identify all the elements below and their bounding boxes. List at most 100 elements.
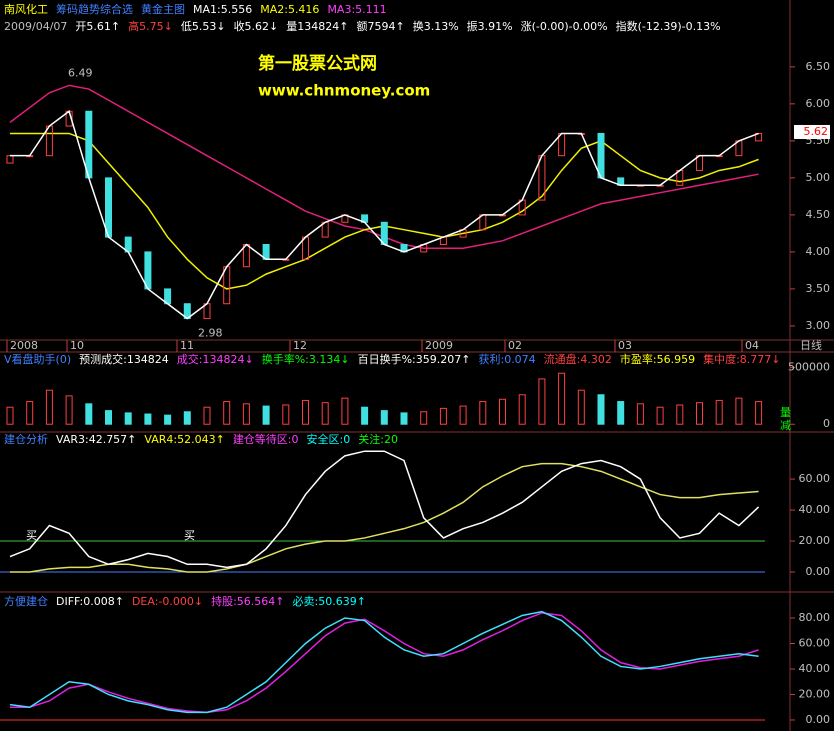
date-label: 2009 bbox=[425, 339, 453, 352]
volume-bar bbox=[321, 402, 329, 425]
volume-bar bbox=[676, 404, 684, 425]
volume-bar bbox=[183, 411, 191, 425]
header-item: 安全区:0 bbox=[307, 432, 351, 446]
header-item: 方便建仓 bbox=[4, 594, 48, 608]
side-label: 量 bbox=[780, 406, 791, 419]
header-item: MA3:5.111 bbox=[327, 3, 386, 16]
header-item: 关注:20 bbox=[358, 432, 398, 446]
header-item: DIFF:0.008↑ bbox=[56, 595, 124, 608]
volume-bar bbox=[144, 413, 152, 425]
volume-bar bbox=[538, 378, 546, 425]
header-item: 量134824↑ bbox=[286, 20, 348, 33]
high-annotation: 6.49 bbox=[68, 67, 93, 80]
y-tick-label: 6.50 bbox=[806, 60, 831, 73]
header-item: 低5.53↓ bbox=[181, 20, 226, 33]
volume-bar bbox=[400, 412, 408, 425]
volume-bar bbox=[636, 403, 644, 425]
header-item: 筹码趋势综合选 bbox=[56, 2, 133, 16]
volume-bar bbox=[341, 397, 349, 425]
close-line bbox=[10, 110, 759, 320]
header-item: 南风化工 bbox=[4, 2, 48, 16]
volume-bar bbox=[124, 412, 132, 425]
buy-label: 买 bbox=[26, 529, 37, 542]
volume-bar bbox=[617, 401, 625, 425]
header-item: 涨(-0.00)-0.00% bbox=[521, 20, 608, 33]
header-item: 百日换手%:359.207↑ bbox=[358, 352, 471, 366]
watermark: 第一股票公式网 bbox=[258, 53, 377, 74]
volume-bar bbox=[164, 414, 172, 425]
header-item: 持股:56.564↑ bbox=[211, 594, 284, 608]
buy-label: 买 bbox=[184, 529, 195, 542]
y-tick-label: 5.00 bbox=[806, 171, 831, 184]
header-item: 市盈率:56.959 bbox=[620, 352, 695, 366]
y-tick-label: 4.50 bbox=[806, 208, 831, 221]
volume-bar bbox=[459, 405, 467, 425]
header-item: VAR4:52.043↑ bbox=[144, 433, 224, 446]
watermark: www.chnmoney.com bbox=[258, 82, 430, 100]
price-tag-label: 5.62 bbox=[804, 125, 829, 138]
header-item: 额7594↑ bbox=[357, 20, 405, 33]
diff-line bbox=[9, 610, 759, 714]
y-tick-label: 4.00 bbox=[806, 245, 831, 258]
low-annotation: 2.98 bbox=[198, 326, 223, 339]
volume-bar bbox=[715, 399, 723, 425]
volume-bar bbox=[755, 401, 763, 425]
volume-bar bbox=[45, 389, 53, 425]
volume-bar bbox=[6, 406, 14, 425]
header-item: 换3.13% bbox=[413, 19, 459, 33]
volume-bar bbox=[26, 401, 34, 425]
date-label: 02 bbox=[508, 339, 522, 352]
y-tick-label: 60.00 bbox=[799, 472, 831, 485]
y-tick-label: 40.00 bbox=[799, 662, 831, 675]
y-tick-label: 0 bbox=[823, 417, 830, 430]
volume-bar bbox=[558, 372, 566, 425]
y-tick-label: 3.00 bbox=[806, 319, 831, 332]
header-item: 黄金主图 bbox=[141, 2, 185, 16]
price-tag bbox=[794, 124, 830, 139]
date-label: 03 bbox=[618, 339, 632, 352]
header-item: 2009/04/07 bbox=[4, 20, 67, 33]
header-item: 振3.91% bbox=[467, 19, 513, 33]
period-label: 日线 bbox=[800, 338, 822, 352]
date-label: 04 bbox=[745, 339, 759, 352]
y-tick-label: 6.00 bbox=[806, 97, 831, 110]
header-item: 成交:134824↓ bbox=[177, 352, 254, 366]
var4-line bbox=[10, 462, 759, 573]
volume-bar bbox=[203, 406, 211, 425]
candle bbox=[144, 251, 152, 290]
candle bbox=[85, 110, 93, 179]
header-item: 建仓分析 bbox=[4, 432, 48, 446]
header-item: V看盘助手(0) bbox=[4, 352, 71, 366]
var3-line bbox=[9, 450, 760, 569]
header-item: 集中度:8.777↓ bbox=[703, 352, 780, 366]
volume-bar bbox=[696, 402, 703, 425]
y-tick-label: 60.00 bbox=[799, 637, 831, 650]
y-tick-label: 0.00 bbox=[806, 713, 831, 726]
header-item: MA1:5.556 bbox=[193, 3, 252, 16]
volume-bar bbox=[242, 403, 250, 425]
volume-bar bbox=[282, 404, 290, 425]
header-item: 流通盘:4.302 bbox=[544, 352, 612, 366]
header-item: DEA:-0.000↓ bbox=[132, 595, 203, 608]
dea-line bbox=[10, 612, 759, 714]
side-label: 减 bbox=[780, 419, 791, 432]
y-tick-label: 500000 bbox=[788, 361, 830, 374]
volume-bar bbox=[479, 401, 487, 425]
volume-bar bbox=[597, 394, 605, 425]
volume-bar bbox=[499, 398, 506, 425]
header-item: 高5.75↓ bbox=[128, 19, 173, 33]
volume-bar bbox=[262, 405, 270, 425]
volume-bar bbox=[420, 411, 428, 425]
header-item: 必卖:50.639↑ bbox=[293, 595, 366, 608]
header-item: 获利:0.074 bbox=[478, 353, 535, 366]
volume-bar bbox=[735, 397, 743, 425]
volume-bar bbox=[380, 410, 388, 425]
volume-bar bbox=[439, 407, 447, 425]
date-label: 11 bbox=[180, 339, 194, 352]
date-label: 2008 bbox=[10, 339, 38, 352]
candle bbox=[105, 177, 112, 238]
header-item: VAR3:42.757↑ bbox=[56, 433, 136, 446]
volume-bar bbox=[223, 401, 231, 425]
